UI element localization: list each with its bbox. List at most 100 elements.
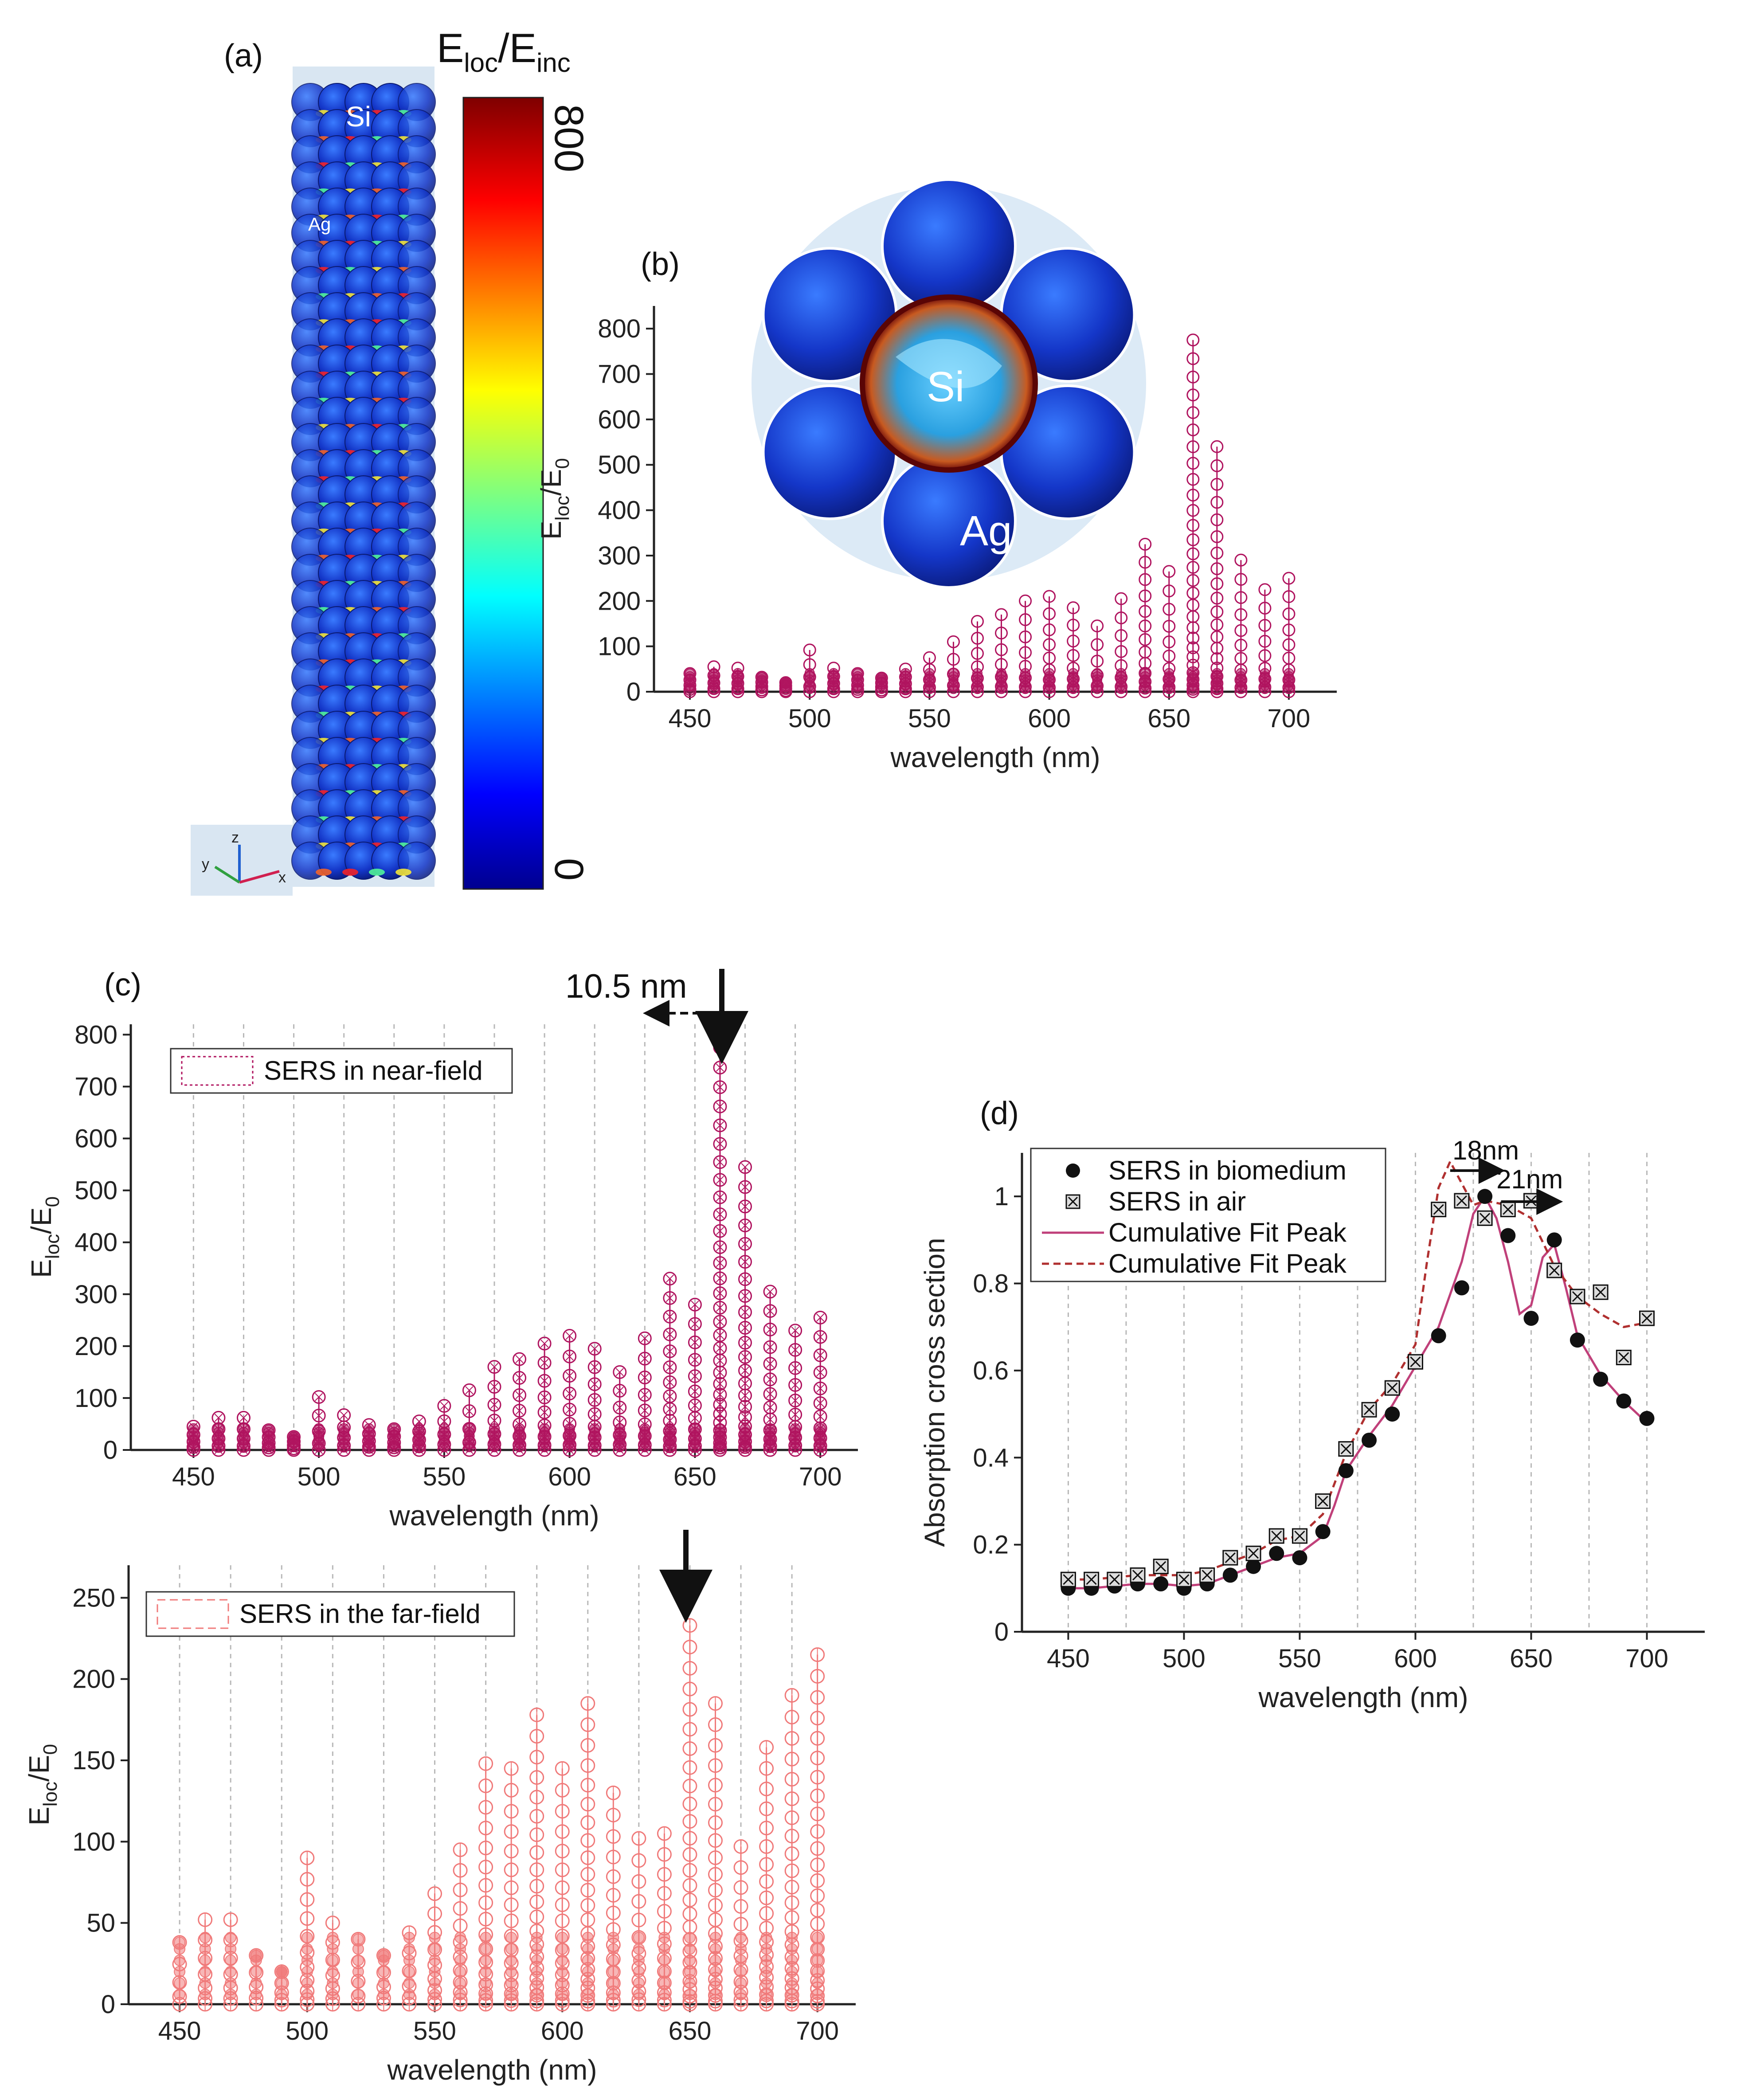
data-point-cluster xyxy=(607,1932,619,1943)
y-tick-label: 0.8 xyxy=(973,1269,1009,1298)
x-tick-label: 700 xyxy=(799,1462,842,1491)
biomedium-point xyxy=(1292,1550,1307,1566)
data-point xyxy=(738,1350,752,1364)
data-point xyxy=(1115,611,1128,624)
y-tick-label: 0 xyxy=(103,1436,117,1465)
data-point xyxy=(1067,601,1080,615)
y-tick-label: 500 xyxy=(598,451,641,479)
data-point xyxy=(1282,607,1296,620)
data-point xyxy=(513,1352,527,1366)
wavelength-column xyxy=(810,1647,825,2012)
x-tick-label: 550 xyxy=(423,1462,466,1491)
y-axis-title-part: 0 xyxy=(552,458,573,469)
x-tick-label: 550 xyxy=(413,2017,456,2045)
wavelength-column xyxy=(287,1430,301,1457)
data-point xyxy=(1163,565,1176,578)
data-point-mark xyxy=(716,1368,724,1377)
data-point xyxy=(587,1342,602,1356)
data-point-mark xyxy=(515,1374,524,1382)
data-point-mark xyxy=(615,1387,624,1395)
data-point xyxy=(587,1377,602,1391)
air-point xyxy=(1361,1402,1377,1418)
data-point xyxy=(947,635,960,648)
data-point xyxy=(437,1399,451,1413)
data-point xyxy=(613,1383,627,1398)
data-point xyxy=(563,1328,577,1343)
data-point xyxy=(738,1237,752,1251)
x-tick-label: 650 xyxy=(1510,1644,1553,1673)
air-point xyxy=(1431,1202,1447,1218)
data-point xyxy=(713,1387,727,1402)
air-point xyxy=(1546,1262,1562,1278)
air-point-mark xyxy=(1595,1287,1606,1298)
data-point-cluster xyxy=(301,1977,313,1989)
wavelength-column xyxy=(312,1390,326,1457)
axis-triad-background xyxy=(191,825,293,896)
data-point-cluster xyxy=(607,1989,619,2000)
data-point xyxy=(713,1173,727,1187)
chart-c-bottom: 450 500 550 600 650 700 0 50 100 150 200 250 wavelen… xyxy=(23,1565,856,2086)
y-tick-label: 300 xyxy=(74,1280,117,1309)
data-point-mark xyxy=(741,1353,749,1361)
data-point-cluster xyxy=(429,1977,441,1989)
x-tick-label: 650 xyxy=(673,1462,716,1491)
data-point-cluster xyxy=(378,1977,390,1989)
air-point-mark xyxy=(1618,1352,1629,1363)
data-point-cluster xyxy=(556,1977,568,1989)
data-point xyxy=(713,1256,727,1270)
axis-triad: z x y xyxy=(202,829,286,886)
air-point-mark xyxy=(1109,1574,1120,1585)
data-point-cluster xyxy=(684,1932,696,1943)
data-point xyxy=(1186,631,1200,645)
x-tick-label: 600 xyxy=(1394,1644,1437,1673)
data-point xyxy=(587,1407,602,1421)
data-point-mark xyxy=(665,1405,674,1413)
data-point xyxy=(713,1190,727,1204)
data-point-cluster xyxy=(378,1989,390,2000)
y-tick-label: 0.4 xyxy=(973,1443,1009,1472)
data-point xyxy=(738,1305,752,1319)
data-point-mark xyxy=(716,1193,724,1202)
air-point-mark xyxy=(1340,1443,1351,1454)
data-point-mark xyxy=(791,1381,799,1389)
data-point-cluster xyxy=(735,1966,747,1978)
data-point xyxy=(1067,635,1080,648)
data-point xyxy=(312,1408,326,1422)
data-point xyxy=(813,1409,827,1423)
biomedium-point xyxy=(1616,1393,1632,1409)
panel-c-top: (c) 450 500 550 600 650 700 0 100 200 300 400 500 60… xyxy=(25,967,858,1532)
data-point xyxy=(713,1224,727,1238)
data-point-cluster xyxy=(811,1943,823,1955)
data-point-cluster xyxy=(505,1955,517,1966)
wavelength-column xyxy=(827,662,840,698)
data-point-cluster xyxy=(429,1943,441,1955)
data-point-cluster xyxy=(709,1955,721,1966)
data-point xyxy=(1163,619,1176,633)
air-point-mark xyxy=(1433,1204,1444,1215)
data-point xyxy=(763,1357,777,1371)
data-point xyxy=(537,1336,552,1351)
biomedium-point xyxy=(1246,1559,1261,1574)
data-point-cluster xyxy=(199,1989,211,2000)
data-point xyxy=(1163,635,1176,649)
data-point-cluster xyxy=(327,1943,339,1955)
data-point xyxy=(1115,592,1128,605)
data-point-cluster xyxy=(514,1423,525,1434)
data-point-mark xyxy=(716,1400,724,1409)
air-point xyxy=(1245,1545,1261,1561)
shift-annotation: 10.5 nm xyxy=(565,968,687,1005)
wavelength-column xyxy=(683,667,697,698)
data-point xyxy=(1186,650,1200,663)
data-point-cluster xyxy=(582,1932,594,1943)
y-axis-label: y xyxy=(202,856,209,873)
data-point-cluster xyxy=(684,1966,696,1978)
data-point xyxy=(763,1304,777,1318)
data-point-cluster xyxy=(505,1977,517,1989)
data-point xyxy=(713,1137,727,1151)
data-point-mark xyxy=(591,1344,599,1353)
data-point-cluster xyxy=(531,1989,543,2000)
x-tick-label: 450 xyxy=(669,704,712,733)
data-point-cluster xyxy=(556,1966,568,1978)
data-point-cluster xyxy=(403,1977,415,1989)
data-point-cluster xyxy=(438,1423,450,1434)
